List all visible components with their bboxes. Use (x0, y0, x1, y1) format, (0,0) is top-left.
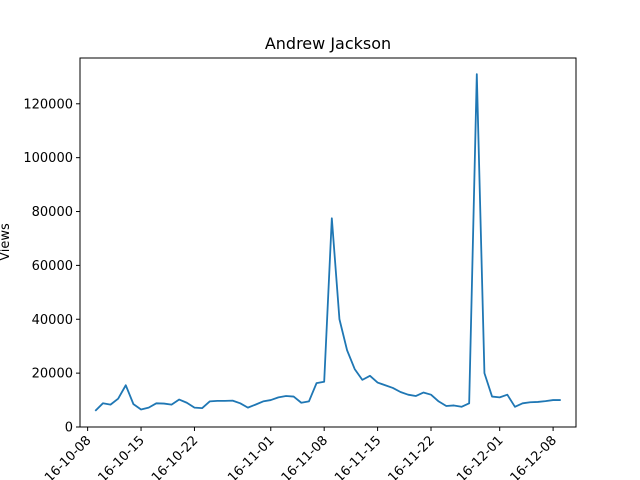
x-tick-label: 16-11-08 (279, 433, 331, 480)
x-tick-label: 16-11-15 (332, 433, 384, 480)
y-axis-label: Views (0, 223, 13, 261)
chart-title: Andrew Jackson (265, 34, 391, 53)
y-tick-label: 100000 (23, 151, 73, 166)
y-tick-label: 120000 (23, 97, 73, 112)
y-tick-label: 60000 (32, 259, 73, 274)
y-tick-label: 80000 (32, 205, 73, 220)
x-tick-label: 16-10-08 (42, 433, 94, 480)
plot-frame (79, 57, 577, 428)
series-line (94, 73, 561, 412)
x-tick-label: 16-12-08 (508, 433, 560, 480)
x-tick-label: 16-11-22 (386, 433, 438, 480)
x-tick-label: 16-10-22 (149, 433, 201, 480)
x-tick-label: 16-11-01 (225, 433, 277, 480)
y-tick-label: 0 (65, 421, 73, 436)
y-axis-ticks: 0 20000 40000 60000 80000 100000 120000 (23, 97, 80, 436)
y-tick-label: 40000 (32, 313, 73, 328)
x-tick-label: 16-12-01 (454, 433, 506, 480)
y-tick-label: 20000 (32, 367, 73, 382)
x-tick-label: 16-10-15 (96, 433, 148, 480)
x-axis-ticks: 16-10-08 16-10-15 16-10-22 16-11-01 16-11-08… (42, 427, 560, 480)
